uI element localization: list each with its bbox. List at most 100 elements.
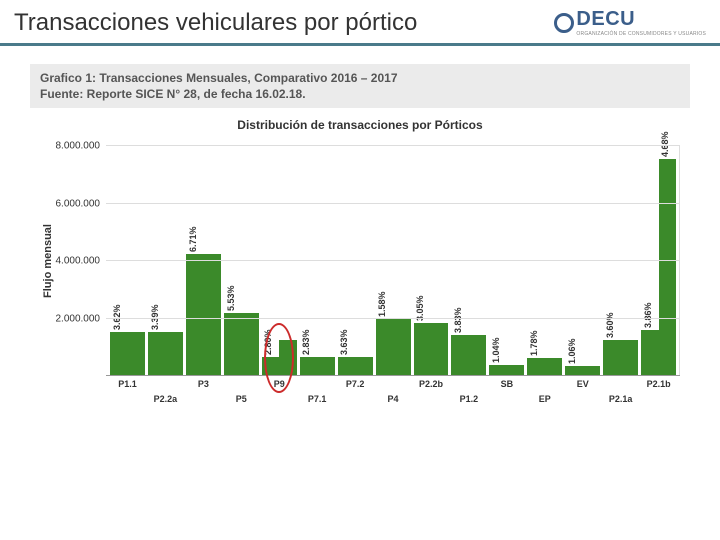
bar-group: 3.60% — [603, 146, 638, 376]
bar-value-label: 5.53% — [226, 286, 236, 312]
bar-group: 3.63% — [338, 146, 373, 376]
x-label-slot: P9 — [262, 376, 297, 422]
x-tick-label: P7.2 — [346, 379, 365, 389]
bar — [431, 323, 448, 376]
bar: 3.63% — [338, 357, 355, 376]
logo-text: DECU — [576, 8, 706, 31]
bar-group: 1.06% — [565, 146, 600, 376]
bar: 2.83% — [300, 357, 317, 376]
x-label-slot: P5 — [224, 376, 259, 422]
y-tick-label: 2.000.000 — [56, 313, 107, 324]
x-label-slot: P4 — [376, 376, 411, 422]
bar: 3.05% — [414, 323, 431, 376]
bar-group: 3.62% — [110, 146, 145, 376]
bar-group: 1.58% — [376, 146, 411, 376]
x-tick-label: P4 — [388, 394, 399, 404]
x-tick-label: EP — [539, 394, 551, 404]
x-label-slot: P2.2a — [148, 376, 183, 422]
bar — [393, 319, 410, 377]
logo-circle-icon — [554, 13, 574, 33]
grid-line: 2.000.000 — [106, 318, 680, 319]
x-tick-label: P2.2b — [419, 379, 443, 389]
bar — [469, 335, 486, 377]
slide-header: Transacciones vehiculares por pórtico DE… — [0, 0, 720, 46]
x-label-slot: P7.2 — [338, 376, 373, 422]
bar-value-label: 6.71% — [188, 227, 198, 253]
bar-group: 3.83% — [451, 146, 486, 376]
bar: 6.71% — [186, 254, 203, 376]
x-tick-label: P9 — [274, 379, 285, 389]
bar-group: 3.39% — [148, 146, 183, 376]
bar-value-label: 2.80% — [263, 329, 273, 355]
bar: 3.60% — [603, 340, 620, 376]
bar-group: 3.86%4.68% — [641, 146, 676, 376]
x-label-slot: P1.1 — [110, 376, 145, 422]
bar: 5.53% — [224, 313, 241, 376]
x-tick-label: P5 — [236, 394, 247, 404]
x-tick-label: P2.1a — [609, 394, 633, 404]
bar-value-label: 1.78% — [529, 330, 539, 356]
bar-value-label: 3.60% — [605, 313, 615, 339]
source-box: Grafico 1: Transacciones Mensuales, Comp… — [30, 64, 690, 108]
x-tick-label: P2.2a — [154, 394, 178, 404]
x-tick-label: P1.2 — [460, 394, 479, 404]
x-label-slot: P2.1a — [603, 376, 638, 422]
x-axis-labels: P1.1 P2.2a P3 P5 P9 P7.1 P7.2 P4 P2.2b P1.2 SB EP EV… — [106, 376, 680, 422]
x-label-slot: P2.1b — [641, 376, 676, 422]
chart: Distribución de transacciones por Pórtic… — [30, 118, 690, 422]
grid-line: 8.000.000 — [106, 145, 680, 146]
x-tick-label: P7.1 — [308, 394, 327, 404]
x-label-slot: EP — [527, 376, 562, 422]
x-tick-label: P1.1 — [118, 379, 137, 389]
bar: 3.83% — [451, 335, 468, 377]
slide-title: Transacciones vehiculares por pórtico — [14, 9, 417, 37]
bar — [127, 332, 144, 377]
chart-title: Distribución de transacciones por Pórtic… — [30, 118, 690, 132]
bar-value-label: 3.83% — [453, 307, 463, 333]
bar — [545, 358, 562, 376]
bar: 3.62% — [110, 332, 127, 377]
bar-value-label: 3.63% — [339, 330, 349, 356]
bar — [203, 254, 220, 376]
y-tick-label: 8.000.000 — [56, 141, 107, 152]
source-line-2: Fuente: Reporte SICE N° 28, de fecha 16.… — [40, 86, 680, 102]
bar-group: 1.78% — [527, 146, 562, 376]
y-tick-label: 6.000.000 — [56, 198, 107, 209]
x-label-slot: SB — [489, 376, 524, 422]
bar: 1.78% — [527, 358, 544, 376]
bar-group: 5.53% — [224, 146, 259, 376]
logo: DECU ORGANIZACIÓN DE CONSUMIDORES Y USUA… — [554, 8, 706, 37]
source-line-1: Grafico 1: Transacciones Mensuales, Comp… — [40, 70, 680, 86]
bar-value-label: 1.04% — [491, 338, 501, 364]
bar-value-label: 3.86% — [643, 302, 653, 328]
x-label-slot: P2.2b — [414, 376, 449, 422]
x-tick-label: EV — [577, 379, 589, 389]
bar-value-label: 1.06% — [567, 339, 577, 365]
grid-line: 6.000.000 — [106, 203, 680, 204]
bar — [621, 340, 638, 376]
bar: 1.58% — [376, 319, 393, 377]
bar-group: 2.83% — [300, 146, 335, 376]
bar: 3.86% — [641, 330, 658, 377]
bar — [317, 357, 334, 376]
logo-subtitle: ORGANIZACIÓN DE CONSUMIDORES Y USUARIOS — [576, 31, 706, 37]
bar-group: 1.04% — [489, 146, 524, 376]
x-tick-label: SB — [501, 379, 514, 389]
bar-value-label: 1.58% — [377, 291, 387, 317]
bar-group: 3.05% — [414, 146, 449, 376]
x-tick-label: P2.1b — [647, 379, 671, 389]
grid-line: 4.000.000 — [106, 260, 680, 261]
y-axis-title: Flujo mensual — [42, 224, 54, 298]
x-label-slot: EV — [565, 376, 600, 422]
bar — [355, 357, 372, 376]
bars-container: 3.62%3.39%6.71%5.53%2.80%2.83%3.63%1.58%… — [106, 146, 680, 376]
bar — [279, 340, 296, 376]
bar — [241, 313, 258, 376]
x-label-slot: P3 — [186, 376, 221, 422]
y-tick-label: 4.000.000 — [56, 256, 107, 267]
bar — [165, 332, 182, 377]
x-tick-label: P3 — [198, 379, 209, 389]
x-label-slot: P1.2 — [451, 376, 486, 422]
bar-group: 6.71% — [186, 146, 221, 376]
bar-value-label: 2.83% — [301, 330, 311, 356]
